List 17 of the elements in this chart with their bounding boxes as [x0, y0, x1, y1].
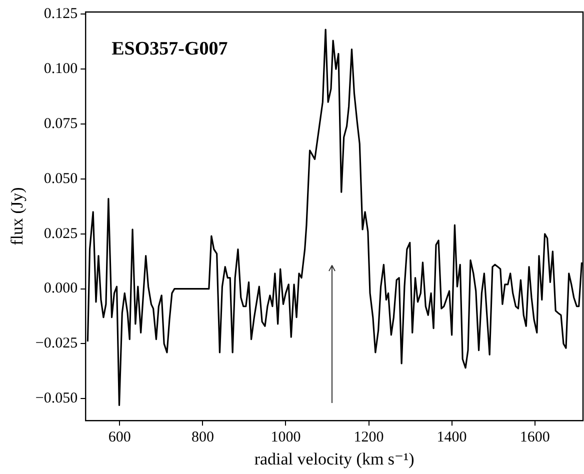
y-tick-label: 0.000	[44, 280, 78, 297]
y-tick-label: −0.050	[35, 390, 78, 407]
x-tick-label: 1000	[270, 430, 301, 446]
x-tick-label: 1400	[436, 430, 467, 446]
y-tick-label: 0.125	[44, 6, 78, 22]
x-tick-label: 800	[191, 430, 214, 446]
text: ESO357-G007	[112, 38, 228, 60]
y-tick-label: 0.025	[44, 226, 78, 242]
y-tick-label: 0.075	[44, 116, 78, 132]
x-tick-label: 1600	[520, 430, 550, 446]
y-axis-title: flux (Jy)	[8, 187, 27, 246]
y-tick-label: 0.100	[44, 61, 78, 78]
y-tick-label: −0.025	[35, 336, 78, 352]
x-tick-label: 600	[108, 430, 131, 446]
y-tick-label: 0.050	[44, 170, 78, 187]
x-tick-label: 1200	[354, 430, 384, 446]
x-axis-title: radial velocity (km s⁻¹)	[254, 449, 414, 468]
